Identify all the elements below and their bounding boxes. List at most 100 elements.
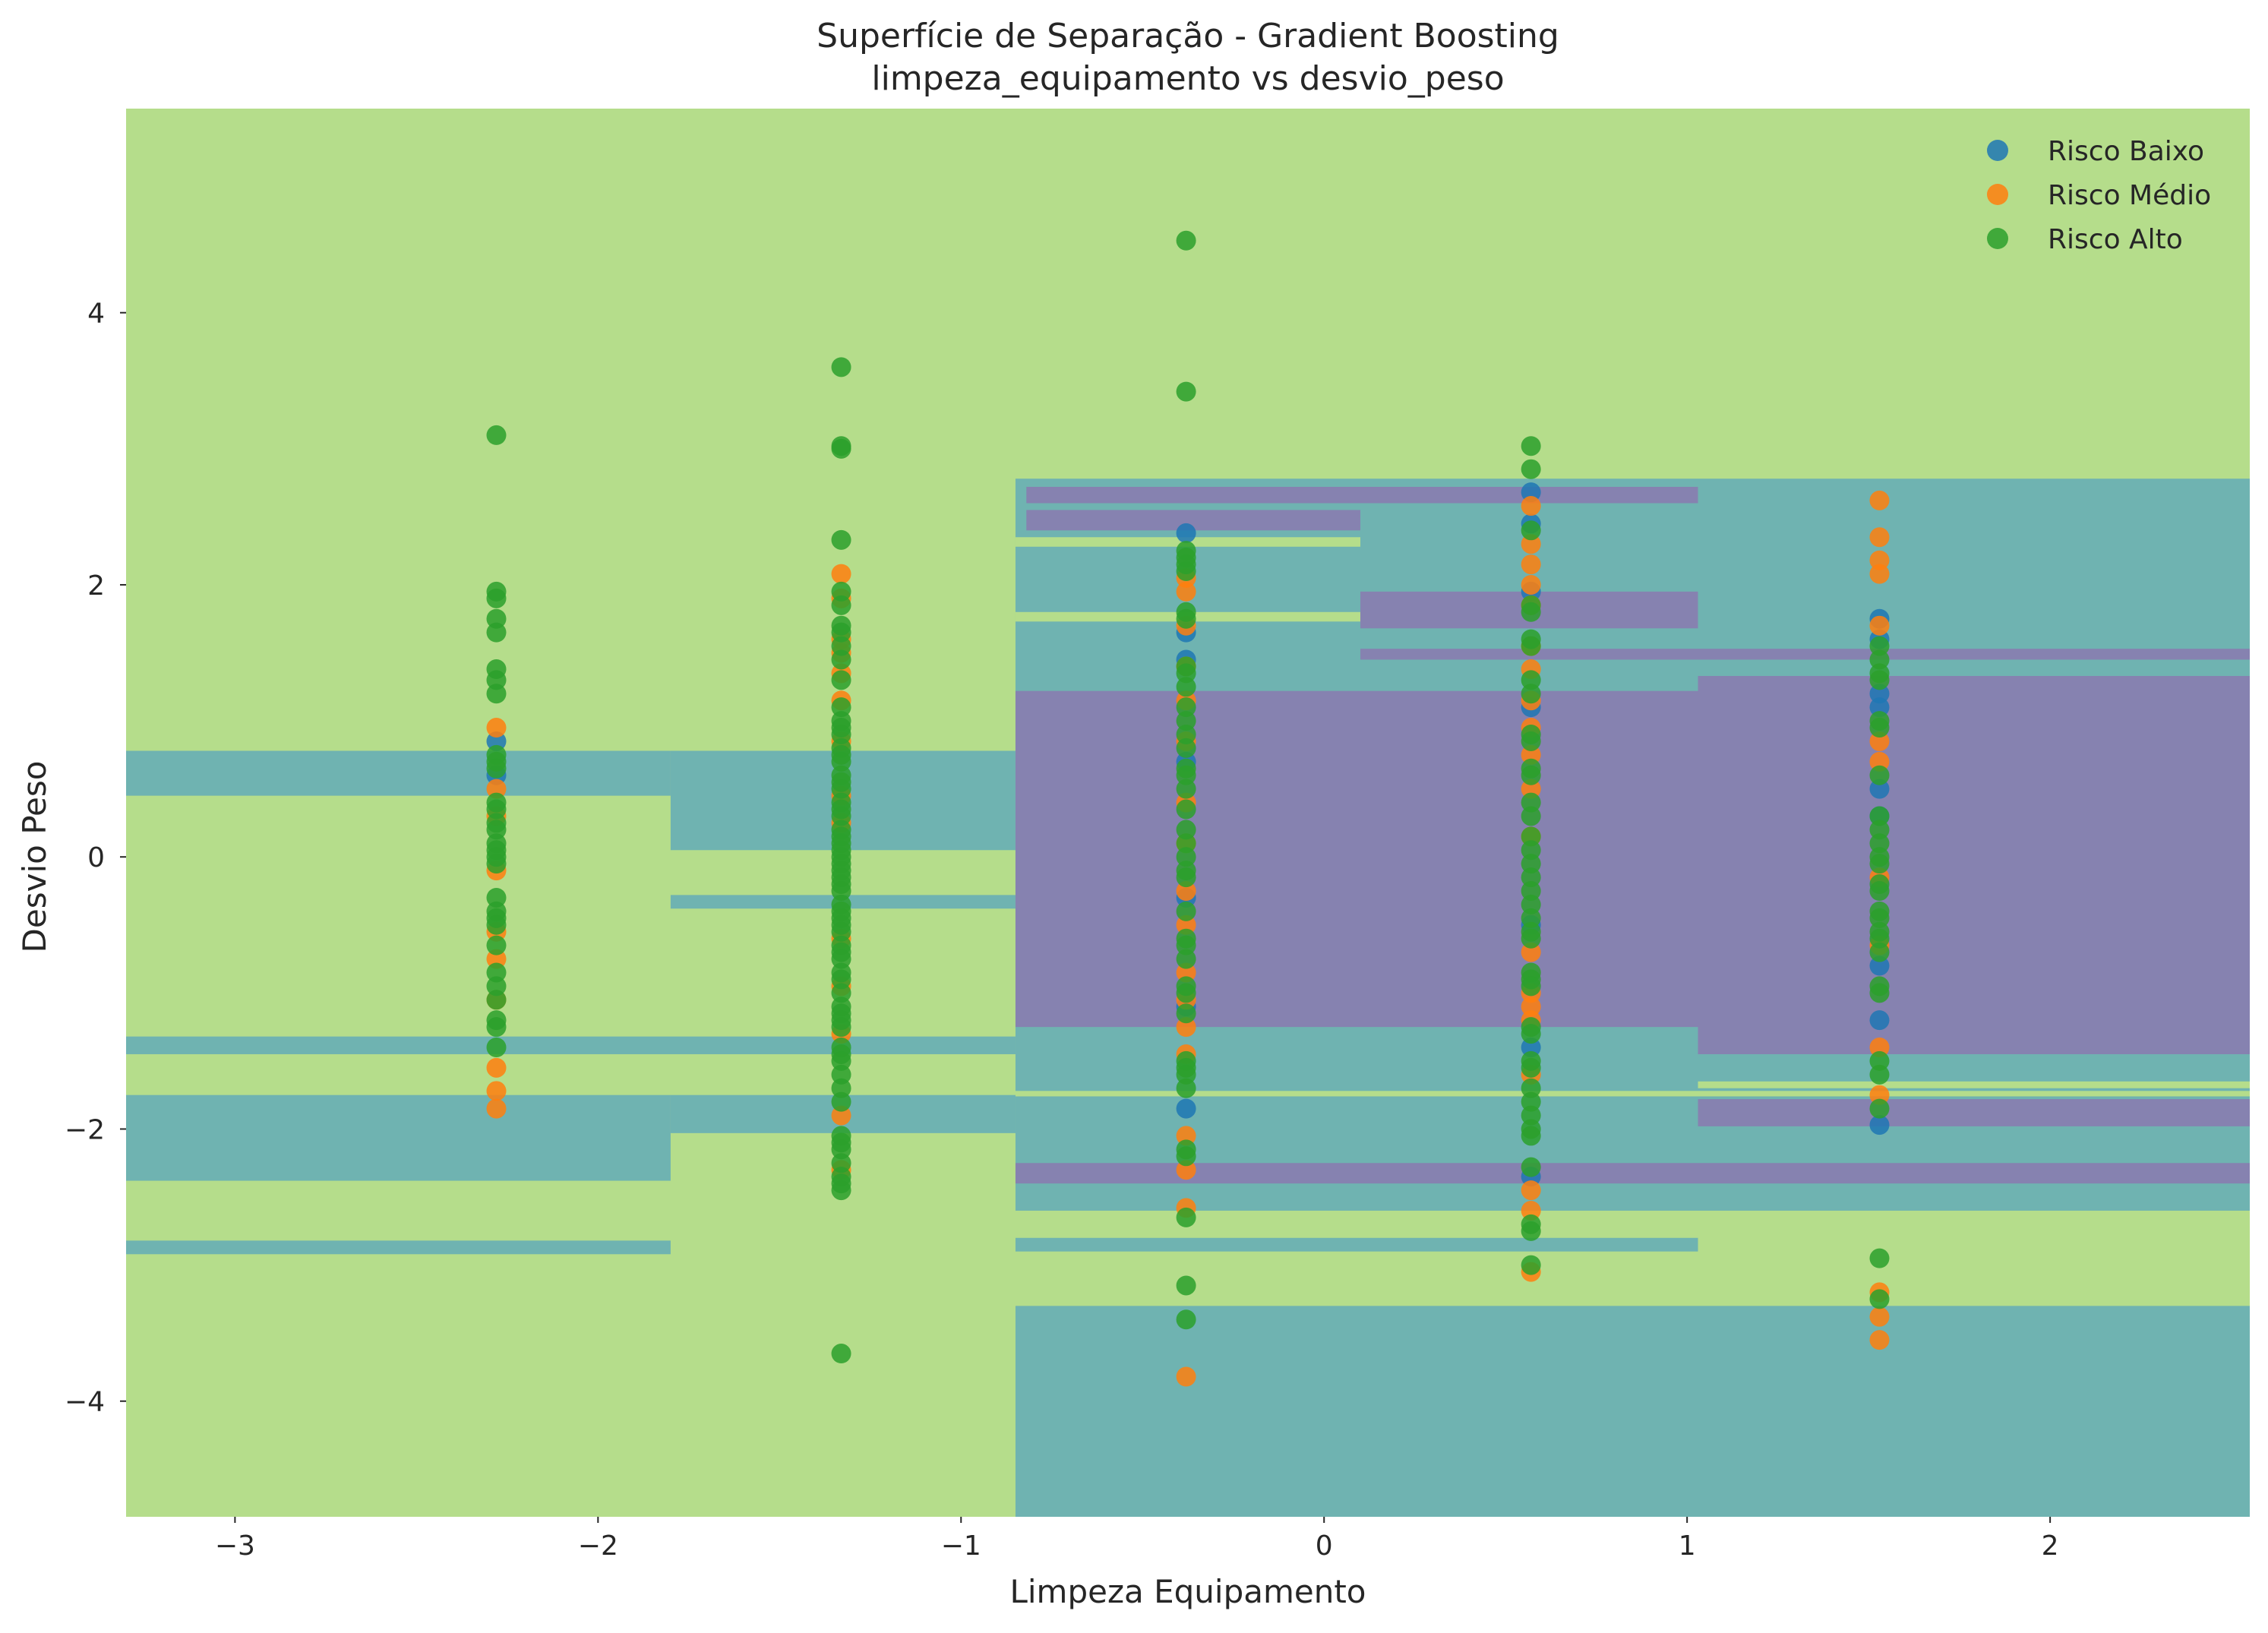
data-point	[1869, 1249, 1889, 1268]
plot-area	[126, 109, 2250, 1517]
decision-region	[1016, 1163, 2250, 1183]
data-point	[1869, 766, 1889, 785]
data-point	[1869, 1330, 1889, 1350]
data-point	[1869, 491, 1889, 510]
y-tick-label: −2	[65, 1114, 105, 1145]
data-point	[1521, 1158, 1541, 1177]
data-point	[832, 1092, 851, 1112]
data-point	[487, 1099, 507, 1119]
chart-subtitle: limpeza_equipamento vs desvio_peso	[871, 59, 1504, 98]
decision-region	[1016, 691, 1698, 1027]
data-point	[1177, 1275, 1196, 1295]
data-point	[487, 589, 507, 608]
data-point	[1177, 867, 1196, 887]
legend-label: Risco Alto	[2048, 224, 2183, 255]
data-point	[1177, 1208, 1196, 1227]
data-point	[487, 854, 507, 873]
data-point	[832, 1344, 851, 1363]
data-point	[487, 425, 507, 445]
data-point	[1521, 806, 1541, 826]
decision-region	[126, 750, 671, 795]
data-point	[1869, 854, 1889, 873]
data-point	[1177, 779, 1196, 799]
data-point	[1177, 231, 1196, 251]
data-point	[1869, 1307, 1889, 1327]
decision-region	[1360, 649, 2250, 659]
decision-region	[1026, 487, 1698, 503]
data-point	[1869, 943, 1889, 962]
data-point	[1177, 1309, 1196, 1329]
legend-label: Risco Médio	[2048, 180, 2211, 211]
data-point	[1869, 1010, 1889, 1030]
data-point	[1177, 677, 1196, 696]
data-point	[1521, 731, 1541, 751]
data-point	[1177, 523, 1196, 543]
data-point	[832, 357, 851, 377]
data-point	[1869, 527, 1889, 547]
data-point	[1177, 1003, 1196, 1023]
data-point	[1521, 1058, 1541, 1078]
data-point	[1177, 582, 1196, 602]
x-axis-label: Limpeza Equipamento	[1009, 1573, 1366, 1610]
x-tick-label: −1	[941, 1530, 981, 1562]
data-point	[1521, 1024, 1541, 1044]
data-point	[1869, 983, 1889, 1003]
x-tick-label: −3	[215, 1530, 255, 1562]
data-point	[1869, 564, 1889, 584]
data-point	[1521, 1221, 1541, 1241]
legend-label: Risco Baixo	[2048, 136, 2204, 167]
data-point	[1177, 1146, 1196, 1166]
data-point	[1521, 460, 1541, 479]
data-point	[1177, 949, 1196, 969]
data-point	[1177, 609, 1196, 629]
data-point	[1869, 670, 1889, 690]
data-point	[487, 1058, 507, 1078]
data-point	[1521, 1126, 1541, 1145]
y-tick-label: 2	[87, 570, 105, 602]
data-point	[1177, 983, 1196, 1003]
data-point	[1177, 1079, 1196, 1098]
y-axis-label: Desvio Peso	[16, 761, 53, 953]
x-tick-label: 1	[1679, 1530, 1696, 1562]
data-point	[1521, 766, 1541, 785]
data-point	[487, 623, 507, 643]
data-point	[487, 1081, 507, 1101]
data-point	[1521, 496, 1541, 516]
legend-marker	[1987, 140, 2008, 161]
data-point	[832, 439, 851, 459]
data-point	[1177, 1099, 1196, 1119]
data-point	[1521, 684, 1541, 703]
data-point	[1177, 902, 1196, 921]
data-point	[487, 990, 507, 1009]
data-point	[1869, 616, 1889, 636]
data-point	[487, 718, 507, 738]
data-point	[1521, 976, 1541, 996]
data-point	[832, 670, 851, 690]
data-point	[832, 564, 851, 584]
data-point	[1521, 520, 1541, 540]
data-point	[1869, 1289, 1889, 1309]
decision-region	[126, 1095, 671, 1181]
data-point	[1521, 436, 1541, 456]
data-point	[832, 595, 851, 615]
data-point	[1177, 1366, 1196, 1386]
data-point	[1521, 1256, 1541, 1275]
data-point	[1521, 636, 1541, 656]
data-point	[1869, 1065, 1889, 1085]
legend-marker	[1987, 228, 2008, 249]
data-point	[487, 936, 507, 955]
data-point	[1869, 881, 1889, 901]
x-tick-label: 0	[1316, 1530, 1333, 1562]
y-tick-label: 0	[87, 842, 105, 873]
data-point	[832, 1180, 851, 1200]
data-point	[1521, 929, 1541, 949]
data-point	[1177, 738, 1196, 758]
chart-title: Superfície de Separação - Gradient Boost…	[817, 17, 1559, 55]
data-point	[832, 649, 851, 669]
data-point	[487, 1017, 507, 1037]
data-point	[1869, 1099, 1889, 1119]
data-point	[487, 915, 507, 935]
decision-region	[1698, 676, 2250, 1054]
decision-region	[126, 1240, 671, 1254]
y-tick-label: 4	[87, 298, 105, 330]
